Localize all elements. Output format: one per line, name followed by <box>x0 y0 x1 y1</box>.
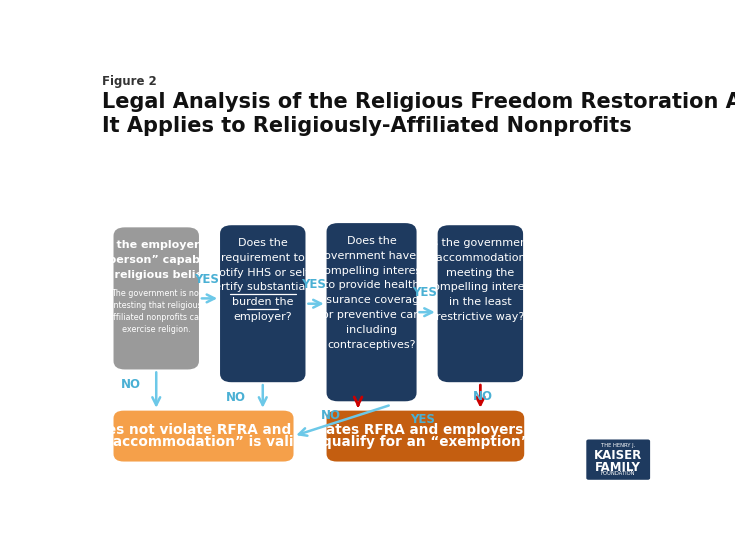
FancyBboxPatch shape <box>113 410 293 462</box>
FancyBboxPatch shape <box>113 228 199 370</box>
Text: compelling interest: compelling interest <box>426 283 534 293</box>
Text: THE HENRY J.: THE HENRY J. <box>601 443 635 448</box>
Text: NO: NO <box>121 378 140 391</box>
Text: contesting that religiously: contesting that religiously <box>104 301 209 310</box>
Text: in the least: in the least <box>449 298 512 307</box>
Text: burden the: burden the <box>232 298 293 307</box>
Text: of religious belief?: of religious belief? <box>98 270 215 280</box>
FancyBboxPatch shape <box>587 440 650 480</box>
Text: insurance coverage: insurance coverage <box>317 295 426 305</box>
Text: Does the: Does the <box>238 238 287 248</box>
Text: to provide health: to provide health <box>324 280 419 290</box>
Text: “accommodation” is valid: “accommodation” is valid <box>104 435 303 450</box>
Text: employer?: employer? <box>234 312 292 322</box>
Text: contraceptives?: contraceptives? <box>327 340 416 350</box>
Text: FOUNDATION: FOUNDATION <box>601 471 636 476</box>
FancyBboxPatch shape <box>326 410 524 462</box>
Text: qualify for an “exemption”: qualify for an “exemption” <box>322 435 529 450</box>
Text: Figure 2: Figure 2 <box>102 75 157 89</box>
Text: Legal Analysis of the Religious Freedom Restoration Act as
It Applies to Religio: Legal Analysis of the Religious Freedom … <box>102 91 735 136</box>
FancyBboxPatch shape <box>437 225 523 382</box>
Text: Is the employer a: Is the employer a <box>102 240 211 250</box>
Text: NO: NO <box>226 391 245 404</box>
Text: The government is not: The government is not <box>111 289 201 298</box>
Text: YES: YES <box>301 278 326 291</box>
Text: YES: YES <box>194 273 219 285</box>
Text: government have a: government have a <box>317 251 426 261</box>
Text: NO: NO <box>320 409 341 422</box>
Text: requirement to: requirement to <box>221 253 304 263</box>
Text: Violates RFRA and employers will: Violates RFRA and employers will <box>297 423 554 437</box>
Text: affiliated nonprofits can: affiliated nonprofits can <box>108 312 204 322</box>
Text: Does the: Does the <box>347 236 396 246</box>
Text: FAMILY: FAMILY <box>595 461 641 474</box>
Text: YES: YES <box>410 413 435 426</box>
Text: exercise religion.: exercise religion. <box>122 325 190 333</box>
Text: meeting the: meeting the <box>446 268 514 278</box>
Text: Is the government: Is the government <box>429 238 531 248</box>
Text: NO: NO <box>473 390 493 403</box>
Text: notify HHS or self-: notify HHS or self- <box>212 268 313 278</box>
Text: compelling interest: compelling interest <box>318 266 426 276</box>
Text: restrictive way?: restrictive way? <box>437 312 525 322</box>
Text: “accommodation”: “accommodation” <box>430 253 531 263</box>
Text: YES: YES <box>412 287 437 300</box>
Text: including: including <box>346 325 397 335</box>
FancyBboxPatch shape <box>220 225 306 382</box>
Text: KAISER: KAISER <box>594 449 642 462</box>
Text: certify substantially: certify substantially <box>207 283 318 293</box>
Text: “person” capable: “person” capable <box>101 255 212 265</box>
Text: Does not violate RFRA and the: Does not violate RFRA and the <box>86 423 321 437</box>
FancyBboxPatch shape <box>326 223 417 401</box>
Text: for preventive care: for preventive care <box>318 310 425 320</box>
